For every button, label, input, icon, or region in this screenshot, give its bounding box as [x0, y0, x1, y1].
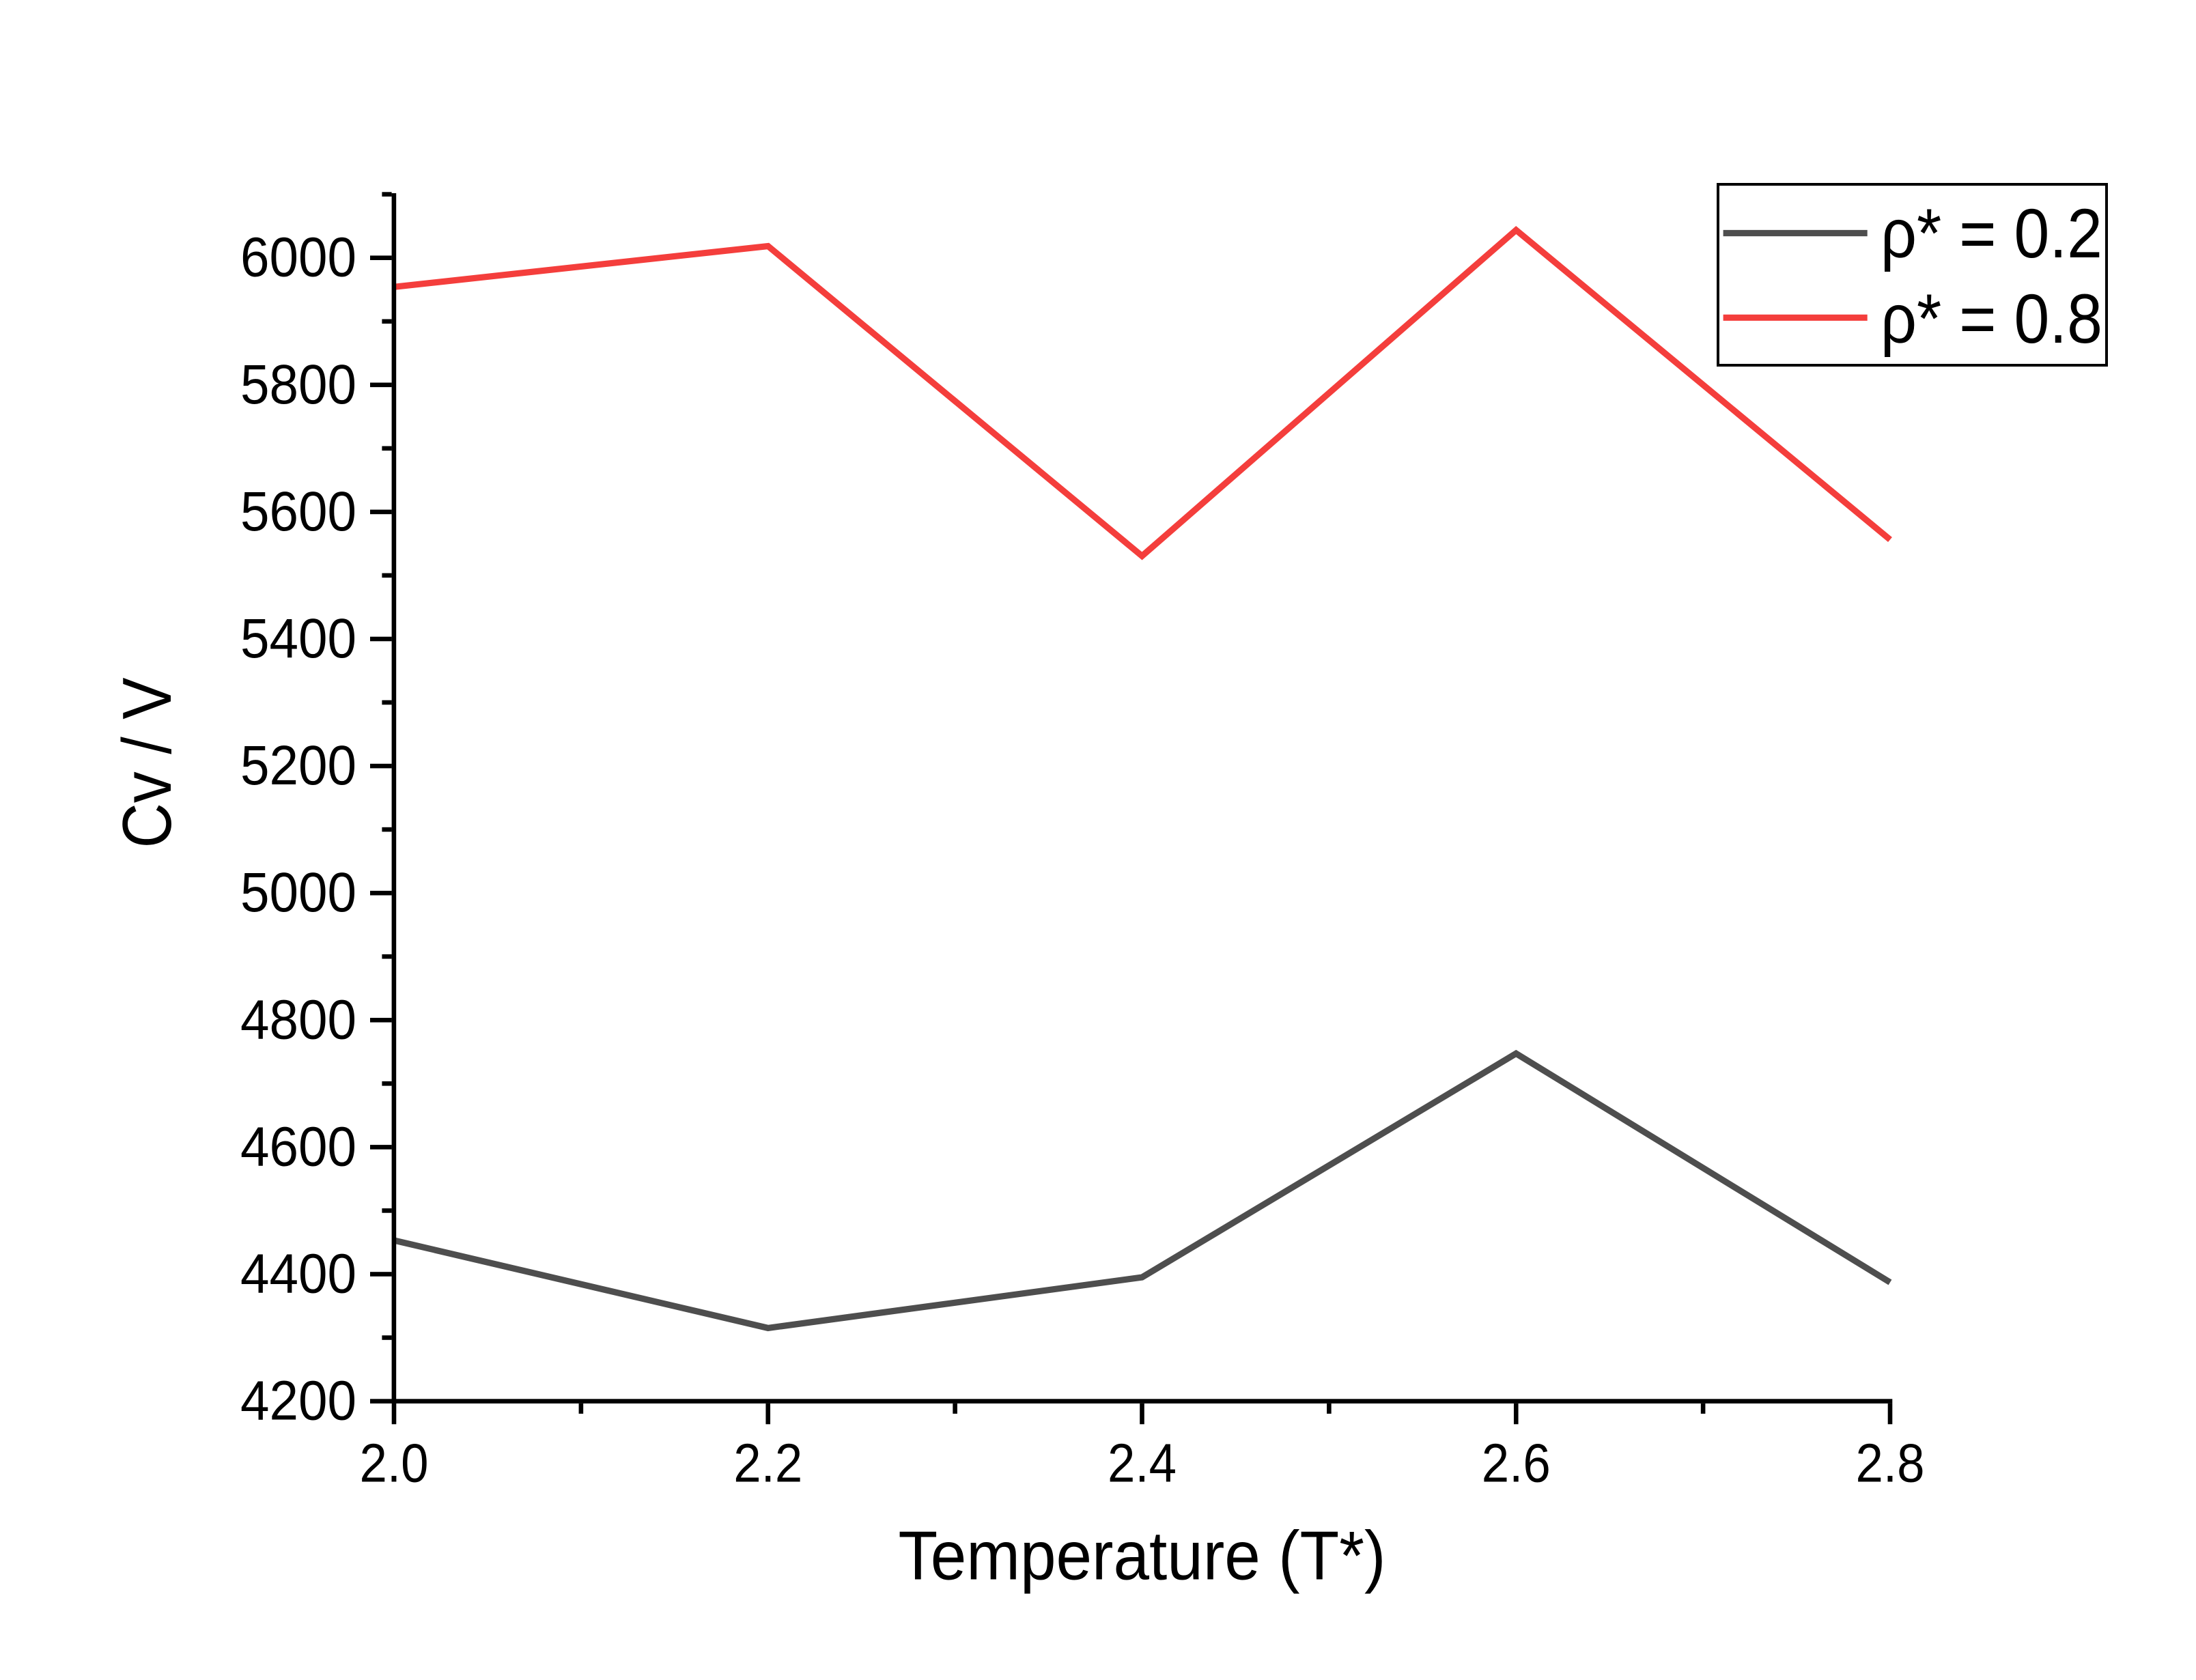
svg-text:6000: 6000 [240, 227, 356, 289]
svg-text:5000: 5000 [240, 862, 356, 924]
svg-text:4600: 4600 [240, 1115, 356, 1178]
svg-text:2.8: 2.8 [1856, 1432, 1925, 1493]
svg-text:4400: 4400 [240, 1243, 356, 1305]
svg-text:ρ* = 0.2: ρ* = 0.2 [1881, 195, 2102, 272]
svg-text:5400: 5400 [240, 608, 356, 670]
svg-text:2.2: 2.2 [733, 1432, 802, 1493]
svg-text:2.0: 2.0 [360, 1432, 429, 1493]
svg-text:5800: 5800 [240, 354, 356, 416]
svg-text:5600: 5600 [240, 481, 356, 543]
svg-text:2.4: 2.4 [1108, 1432, 1177, 1493]
svg-text:5200: 5200 [240, 735, 356, 797]
svg-text:Cv / V: Cv / V [109, 678, 186, 849]
svg-text:4800: 4800 [240, 988, 356, 1051]
svg-text:Temperature (T*): Temperature (T*) [899, 1518, 1386, 1595]
svg-text:4200: 4200 [240, 1370, 356, 1432]
svg-text:ρ* = 0.8: ρ* = 0.8 [1881, 280, 2102, 358]
svg-text:2.6: 2.6 [1482, 1432, 1551, 1493]
